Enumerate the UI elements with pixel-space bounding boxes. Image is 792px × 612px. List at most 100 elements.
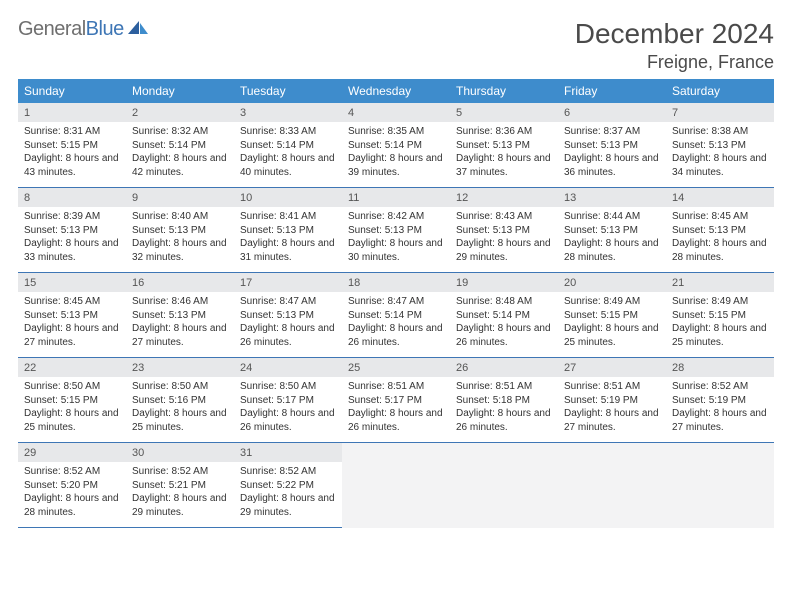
day-cell-body: Sunrise: 8:42 AMSunset: 5:13 PMDaylight:… [342, 207, 450, 273]
sunset-line: Sunset: 5:14 PM [348, 309, 444, 323]
day-cell-body: Sunrise: 8:52 AMSunset: 5:22 PMDaylight:… [234, 462, 342, 528]
day-info: Sunrise: 8:42 AMSunset: 5:13 PMDaylight:… [342, 207, 450, 272]
day-info: Sunrise: 8:32 AMSunset: 5:14 PMDaylight:… [126, 122, 234, 187]
day-info: Sunrise: 8:38 AMSunset: 5:13 PMDaylight:… [666, 122, 774, 187]
day-info: Sunrise: 8:52 AMSunset: 5:20 PMDaylight:… [18, 462, 126, 527]
day-header-row: SundayMondayTuesdayWednesdayThursdayFrid… [18, 79, 774, 103]
logo-text-gray: General [18, 18, 86, 40]
day-cell-body: Sunrise: 8:39 AMSunset: 5:13 PMDaylight:… [18, 207, 126, 273]
logo-sail-icon [127, 20, 149, 43]
sunrise-line: Sunrise: 8:52 AM [132, 465, 228, 479]
day-cell-body: Sunrise: 8:51 AMSunset: 5:17 PMDaylight:… [342, 377, 450, 443]
day-info: Sunrise: 8:43 AMSunset: 5:13 PMDaylight:… [450, 207, 558, 272]
day-cell-body: Sunrise: 8:50 AMSunset: 5:16 PMDaylight:… [126, 377, 234, 443]
daylight-line: Daylight: 8 hours and 29 minutes. [132, 492, 228, 519]
day-cell-body: Sunrise: 8:47 AMSunset: 5:14 PMDaylight:… [342, 292, 450, 358]
sunrise-line: Sunrise: 8:40 AM [132, 210, 228, 224]
sunset-line: Sunset: 5:13 PM [456, 224, 552, 238]
day-info: Sunrise: 8:50 AMSunset: 5:16 PMDaylight:… [126, 377, 234, 442]
day-cell-number-strip: 15 [18, 273, 126, 293]
day-cell-number-strip: 1 [18, 103, 126, 122]
sunrise-line: Sunrise: 8:43 AM [456, 210, 552, 224]
daylight-line: Daylight: 8 hours and 26 minutes. [456, 407, 552, 434]
day-number: 23 [126, 358, 234, 377]
daylight-line: Daylight: 8 hours and 25 minutes. [132, 407, 228, 434]
day-cell-body: Sunrise: 8:45 AMSunset: 5:13 PMDaylight:… [18, 292, 126, 358]
sunrise-line: Sunrise: 8:49 AM [672, 295, 768, 309]
sunrise-line: Sunrise: 8:47 AM [348, 295, 444, 309]
daylight-line: Daylight: 8 hours and 29 minutes. [240, 492, 336, 519]
day-info: Sunrise: 8:39 AMSunset: 5:13 PMDaylight:… [18, 207, 126, 272]
day-cell-body: Sunrise: 8:50 AMSunset: 5:17 PMDaylight:… [234, 377, 342, 443]
day-cell-body: Sunrise: 8:47 AMSunset: 5:13 PMDaylight:… [234, 292, 342, 358]
day-cell-number-strip: 3 [234, 103, 342, 122]
empty-day-body [342, 462, 450, 524]
day-header: Tuesday [234, 79, 342, 103]
sunset-line: Sunset: 5:13 PM [24, 224, 120, 238]
sunrise-line: Sunrise: 8:48 AM [456, 295, 552, 309]
day-number: 8 [18, 188, 126, 207]
daylight-line: Daylight: 8 hours and 34 minutes. [672, 152, 768, 179]
day-cell-body: Sunrise: 8:51 AMSunset: 5:19 PMDaylight:… [558, 377, 666, 443]
sunrise-line: Sunrise: 8:52 AM [240, 465, 336, 479]
daylight-line: Daylight: 8 hours and 27 minutes. [132, 322, 228, 349]
day-cell-body: Sunrise: 8:43 AMSunset: 5:13 PMDaylight:… [450, 207, 558, 273]
day-cell-body: Sunrise: 8:51 AMSunset: 5:18 PMDaylight:… [450, 377, 558, 443]
week-daynum-row: 15161718192021 [18, 273, 774, 293]
day-number: 19 [450, 273, 558, 292]
empty-day-number [558, 443, 666, 462]
day-cell-body: Sunrise: 8:32 AMSunset: 5:14 PMDaylight:… [126, 122, 234, 188]
empty-day-body [558, 462, 666, 524]
day-cell-body [450, 462, 558, 528]
daylight-line: Daylight: 8 hours and 26 minutes. [348, 322, 444, 349]
day-info: Sunrise: 8:50 AMSunset: 5:17 PMDaylight:… [234, 377, 342, 442]
day-cell-number-strip: 14 [666, 188, 774, 208]
day-info: Sunrise: 8:52 AMSunset: 5:22 PMDaylight:… [234, 462, 342, 527]
empty-day-body [450, 462, 558, 524]
day-number: 3 [234, 103, 342, 122]
week-daynum-row: 1234567 [18, 103, 774, 122]
daylight-line: Daylight: 8 hours and 27 minutes. [672, 407, 768, 434]
day-info: Sunrise: 8:51 AMSunset: 5:17 PMDaylight:… [342, 377, 450, 442]
daylight-line: Daylight: 8 hours and 25 minutes. [672, 322, 768, 349]
day-header: Monday [126, 79, 234, 103]
day-cell-number-strip [558, 443, 666, 463]
daylight-line: Daylight: 8 hours and 27 minutes. [564, 407, 660, 434]
day-cell-number-strip: 21 [666, 273, 774, 293]
sunrise-line: Sunrise: 8:50 AM [24, 380, 120, 394]
day-cell-number-strip: 4 [342, 103, 450, 122]
daylight-line: Daylight: 8 hours and 26 minutes. [240, 322, 336, 349]
day-cell-number-strip: 12 [450, 188, 558, 208]
day-number: 22 [18, 358, 126, 377]
sunrise-line: Sunrise: 8:49 AM [564, 295, 660, 309]
sunset-line: Sunset: 5:15 PM [24, 139, 120, 153]
sunrise-line: Sunrise: 8:36 AM [456, 125, 552, 139]
daylight-line: Daylight: 8 hours and 43 minutes. [24, 152, 120, 179]
day-cell-number-strip: 26 [450, 358, 558, 378]
sunrise-line: Sunrise: 8:52 AM [672, 380, 768, 394]
day-cell-number-strip: 5 [450, 103, 558, 122]
daylight-line: Daylight: 8 hours and 28 minutes. [564, 237, 660, 264]
day-cell-number-strip: 22 [18, 358, 126, 378]
day-number: 28 [666, 358, 774, 377]
day-info: Sunrise: 8:45 AMSunset: 5:13 PMDaylight:… [666, 207, 774, 272]
day-info: Sunrise: 8:41 AMSunset: 5:13 PMDaylight:… [234, 207, 342, 272]
day-header: Friday [558, 79, 666, 103]
day-number: 25 [342, 358, 450, 377]
day-cell-body: Sunrise: 8:33 AMSunset: 5:14 PMDaylight:… [234, 122, 342, 188]
logo: GeneralBlue [18, 18, 149, 43]
sunset-line: Sunset: 5:13 PM [348, 224, 444, 238]
sunrise-line: Sunrise: 8:41 AM [240, 210, 336, 224]
week-daynum-row: 22232425262728 [18, 358, 774, 378]
day-info: Sunrise: 8:49 AMSunset: 5:15 PMDaylight:… [558, 292, 666, 357]
sunrise-line: Sunrise: 8:35 AM [348, 125, 444, 139]
day-cell-body: Sunrise: 8:52 AMSunset: 5:20 PMDaylight:… [18, 462, 126, 528]
day-info: Sunrise: 8:52 AMSunset: 5:19 PMDaylight:… [666, 377, 774, 442]
day-header: Thursday [450, 79, 558, 103]
sunset-line: Sunset: 5:20 PM [24, 479, 120, 493]
day-number: 10 [234, 188, 342, 207]
empty-day-number [450, 443, 558, 462]
day-number: 31 [234, 443, 342, 462]
day-cell-body [666, 462, 774, 528]
day-cell-number-strip: 27 [558, 358, 666, 378]
